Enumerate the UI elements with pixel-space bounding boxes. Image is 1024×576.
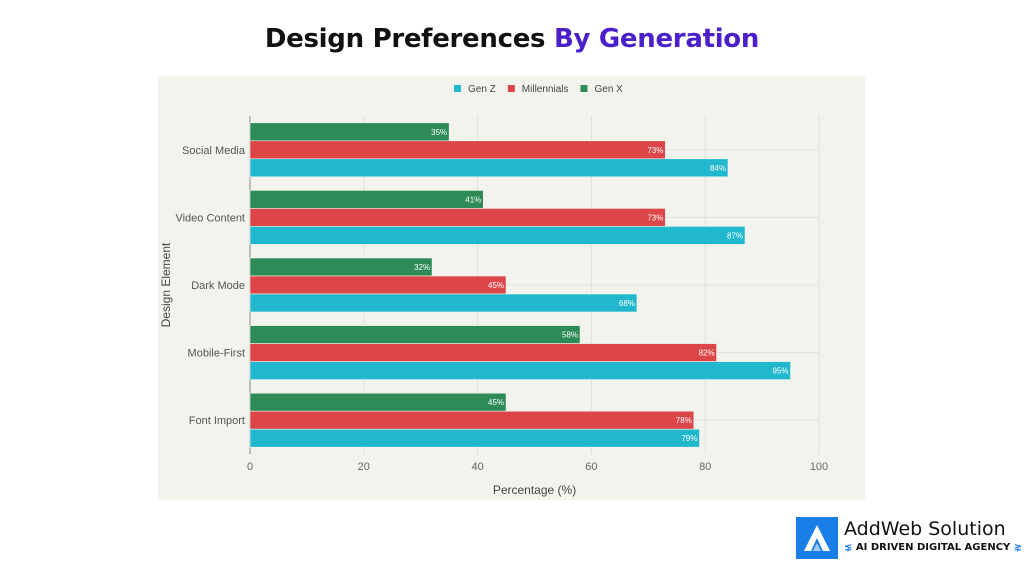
data-label: 82%: [699, 349, 715, 358]
x-tick-label: 100: [810, 461, 828, 473]
x-tick-label: 0: [247, 461, 253, 473]
x-tick-label: 20: [358, 461, 370, 473]
y-tick-label: Video Content: [175, 212, 245, 224]
y-tick-label: Font Import: [189, 415, 245, 427]
bar-gen-x: [249, 257, 433, 277]
bar-millennials: [249, 410, 695, 430]
bar-gen-x: [249, 190, 484, 209]
data-label: 79%: [681, 434, 697, 443]
data-label: 87%: [727, 231, 743, 240]
title-highlight: By Generation: [553, 24, 760, 54]
logo-tagline-text: AI DRIVEN DIGITAL AGENCY: [855, 542, 1011, 553]
legend-label: Gen Z: [468, 84, 496, 95]
data-label: 45%: [488, 398, 504, 407]
logo-mark-icon: [796, 517, 838, 559]
title-text: Design Preferences: [264, 24, 554, 54]
legend-label: Gen X: [594, 84, 623, 95]
data-label: 32%: [414, 263, 430, 272]
bar-millennials: [249, 343, 717, 362]
bar-gen-z: [249, 428, 700, 448]
x-tick-label: 60: [585, 461, 597, 473]
x-tick-label: 40: [471, 461, 483, 473]
bar-chart: 0 20 40 60 80 100 Social Media 35% 73% 84% Video C…: [159, 84, 828, 497]
legend-swatch: [454, 85, 461, 92]
data-label: 58%: [562, 331, 578, 340]
data-label: 45%: [488, 281, 504, 290]
legend-swatch: [507, 85, 515, 92]
addweb-logo: AddWeb Solution ⋦ AI DRIVEN DIGITAL AGEN…: [796, 517, 1023, 561]
bar-gen-z: [249, 226, 746, 245]
y-axis-title: Design Element: [159, 242, 173, 327]
data-label: 84%: [710, 164, 726, 173]
y-tick-label: Mobile-First: [188, 348, 245, 360]
bar-gen-z: [249, 361, 791, 380]
data-label: 78%: [676, 416, 692, 425]
data-label: 35%: [431, 128, 447, 137]
data-label: 73%: [647, 213, 663, 222]
chart-panel: 0 20 40 60 80 100 Social Media 35% 73% 84% Video C…: [158, 76, 865, 500]
bar-gen-x: [249, 122, 450, 142]
y-tick-label: Dark Mode: [191, 280, 245, 292]
bar-millennials: [249, 208, 666, 227]
bar-millennials: [249, 140, 666, 160]
legend-label: Millennials: [522, 84, 569, 95]
logo-name: AddWeb Solution: [844, 518, 1006, 540]
x-axis-title: Percentage (%): [493, 483, 576, 497]
page-title: Design Preferences By Generation: [0, 24, 1024, 54]
bar-gen-x: [249, 325, 581, 344]
bar-millennials: [249, 275, 507, 295]
x-tick-label: 80: [699, 461, 711, 473]
logo-tagline: ⋦ AI DRIVEN DIGITAL AGENCY ⋧: [844, 542, 1023, 553]
data-label: 41%: [465, 195, 481, 204]
data-label: 68%: [619, 299, 635, 308]
bar-gen-x: [249, 392, 507, 412]
bar-gen-z: [249, 158, 729, 178]
y-tick-label: Social Media: [182, 145, 246, 157]
data-label: 95%: [773, 367, 789, 376]
data-label: 73%: [647, 146, 663, 155]
bar-gen-z: [249, 293, 638, 313]
legend-swatch: [580, 85, 588, 92]
